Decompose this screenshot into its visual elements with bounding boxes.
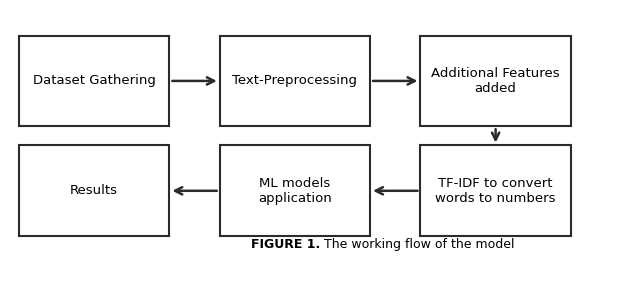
Text: TF-IDF to convert
words to numbers: TF-IDF to convert words to numbers [435, 177, 556, 205]
Text: Results: Results [70, 184, 118, 197]
Text: Dataset Gathering: Dataset Gathering [33, 74, 156, 87]
Text: Additional Features
added: Additional Features added [431, 67, 560, 95]
Bar [220, 36, 370, 126]
Bar [420, 146, 571, 236]
Bar [220, 146, 370, 236]
Text: Text-Preprocessing: Text-Preprocessing [232, 74, 357, 87]
Text: FIGURE 1.: FIGURE 1. [251, 237, 320, 251]
Text: FIGURE 1. The working flow of the model: FIGURE 1. The working flow of the model [192, 265, 448, 278]
Bar [19, 146, 170, 236]
Bar [420, 36, 571, 126]
Text: The working flow of the model: The working flow of the model [320, 237, 515, 251]
Text: ML models
application: ML models application [258, 177, 332, 205]
Bar [19, 36, 170, 126]
